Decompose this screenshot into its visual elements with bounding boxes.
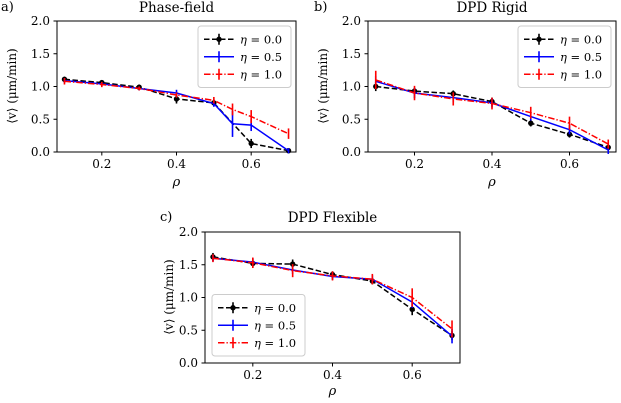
svg-text:0.4: 0.4	[323, 368, 342, 382]
chart-title-b: DPD Rigid	[456, 0, 528, 16]
panel-label-c: c)	[160, 210, 173, 225]
svg-text:1.0: 1.0	[342, 80, 361, 94]
svg-text:1.5: 1.5	[342, 47, 361, 61]
svg-text:0.5: 0.5	[342, 112, 361, 126]
svg-text:0.2: 0.2	[92, 157, 111, 171]
svg-text:η = 0.5: η = 0.5	[560, 50, 602, 64]
svg-text:η = 1.0: η = 1.0	[560, 67, 602, 81]
svg-text:η = 0.0: η = 0.0	[240, 32, 282, 46]
svg-text:0.6: 0.6	[560, 157, 579, 171]
svg-text:2.0: 2.0	[342, 14, 361, 28]
x-axis-label-b: ρ	[488, 175, 496, 190]
svg-text:2.0: 2.0	[179, 225, 198, 239]
plot-canvas-b: 0.2 0.4 0.6 0.0 0.5 1.0 1.5 2.0 η = 0.0 η = 0.5 η …	[342, 14, 617, 171]
chart-title-c: DPD Flexible	[287, 210, 378, 226]
svg-text:0.2: 0.2	[405, 157, 424, 171]
chart-a: a) Phase-field ⟨v⟩ (μm/min) ρ 0.2 0.4 0.6 0…	[0, 0, 311, 200]
svg-text:2.0: 2.0	[31, 14, 50, 28]
svg-text:0.4: 0.4	[482, 157, 501, 171]
svg-text:η = 0.0: η = 0.0	[560, 32, 602, 46]
panel-label-a: a)	[1, 0, 14, 15]
svg-text:η = 0.5: η = 0.5	[254, 318, 296, 332]
svg-text:0.0: 0.0	[179, 356, 198, 370]
chart-title-a: Phase-field	[138, 0, 215, 16]
chart-b: b) DPD Rigid ⟨v⟩ (μm/min) ρ 0.2 0.4 0.6 0.0…	[310, 0, 621, 200]
svg-text:1.0: 1.0	[31, 80, 50, 94]
svg-text:η = 1.0: η = 1.0	[254, 336, 296, 350]
svg-text:0.0: 0.0	[342, 145, 361, 159]
svg-text:η = 0.0: η = 0.0	[254, 301, 296, 315]
svg-text:1.0: 1.0	[179, 291, 198, 305]
panel-label-b: b)	[314, 0, 328, 15]
svg-text:η = 1.0: η = 1.0	[240, 67, 282, 81]
svg-text:0.6: 0.6	[403, 368, 422, 382]
svg-text:η = 0.5: η = 0.5	[240, 50, 282, 64]
svg-text:0.4: 0.4	[167, 157, 186, 171]
svg-text:0.2: 0.2	[243, 368, 262, 382]
chart-c: c) DPD Flexible ⟨v⟩ (μm/min) ρ 0.2 0.4 0.6…	[150, 203, 475, 403]
svg-text:0.0: 0.0	[31, 145, 50, 159]
svg-text:0.5: 0.5	[179, 323, 198, 337]
x-axis-label-a: ρ	[172, 175, 181, 190]
svg-text:0.5: 0.5	[31, 112, 50, 126]
x-axis-label-c: ρ	[328, 384, 337, 399]
plot-canvas-a: 0.2 0.4 0.6 0.0 0.5 1.0 1.5 2.0 η = 0.0 η = 0.5 η …	[31, 14, 297, 171]
svg-text:1.5: 1.5	[31, 47, 50, 61]
plot-canvas-c: 0.2 0.4 0.6 0.0 0.5 1.0 1.5 2.0 η = 0.0 η = 0.5 η …	[179, 225, 461, 382]
svg-text:0.6: 0.6	[242, 157, 261, 171]
svg-text:1.5: 1.5	[179, 258, 198, 272]
